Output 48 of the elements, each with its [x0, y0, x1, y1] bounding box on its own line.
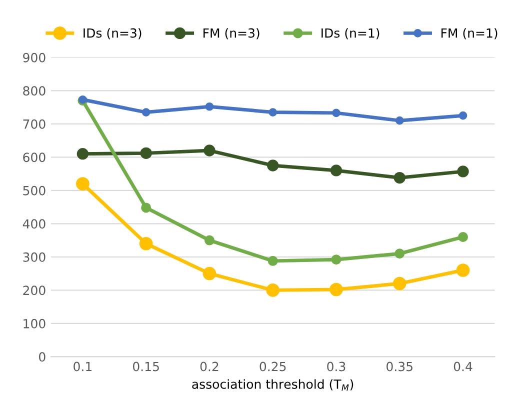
x-tick-label: 0.1 — [74, 362, 92, 372]
y-tick-label: 800 — [23, 86, 46, 96]
point — [394, 248, 405, 259]
point — [392, 276, 406, 290]
point — [76, 177, 90, 190]
legend-label: FM (n=3) — [204, 28, 260, 40]
point — [330, 164, 342, 176]
y-tick-label: 700 — [23, 119, 46, 129]
point — [268, 108, 278, 116]
legend-label: FM (n=1) — [441, 28, 498, 40]
point — [141, 202, 152, 213]
legend-label: IDs (n=3) — [84, 28, 142, 40]
x-tick-label: 0.4 — [454, 362, 472, 372]
y-tick-label: 0 — [39, 352, 46, 362]
y-tick-label: 100 — [24, 318, 46, 328]
point — [458, 232, 468, 242]
point — [458, 111, 468, 120]
point — [205, 102, 214, 111]
point — [394, 172, 406, 184]
y-tick-label: 400 — [22, 219, 46, 229]
point — [266, 284, 280, 297]
point — [140, 147, 152, 160]
point — [331, 254, 342, 265]
point — [202, 266, 216, 280]
point — [332, 108, 340, 118]
point — [204, 235, 214, 246]
x-tick-label: 0.25 — [260, 362, 286, 372]
point — [267, 160, 279, 172]
point — [142, 108, 150, 116]
legend-label: IDs (n=1) — [322, 28, 380, 40]
point — [456, 264, 470, 277]
x-tick-label: 0.3 — [327, 362, 346, 372]
x-axis-title: association threshold (T$_{M}$) — [192, 379, 354, 391]
y-tick-label: 300 — [23, 252, 46, 262]
x-tick-label: 0.15 — [132, 362, 159, 372]
point — [330, 282, 343, 296]
y-tick-label: 900 — [23, 52, 46, 62]
y-tick-label: 600 — [23, 152, 46, 162]
point — [395, 116, 404, 125]
point — [139, 236, 153, 250]
y-tick-label: 200 — [23, 286, 46, 296]
point — [204, 144, 216, 156]
point — [457, 166, 469, 178]
point — [268, 256, 278, 266]
x-tick-label: 0.2 — [200, 362, 218, 372]
y-tick-label: 500 — [23, 186, 46, 196]
x-tick-label: 0.35 — [386, 362, 412, 372]
point — [76, 148, 89, 160]
